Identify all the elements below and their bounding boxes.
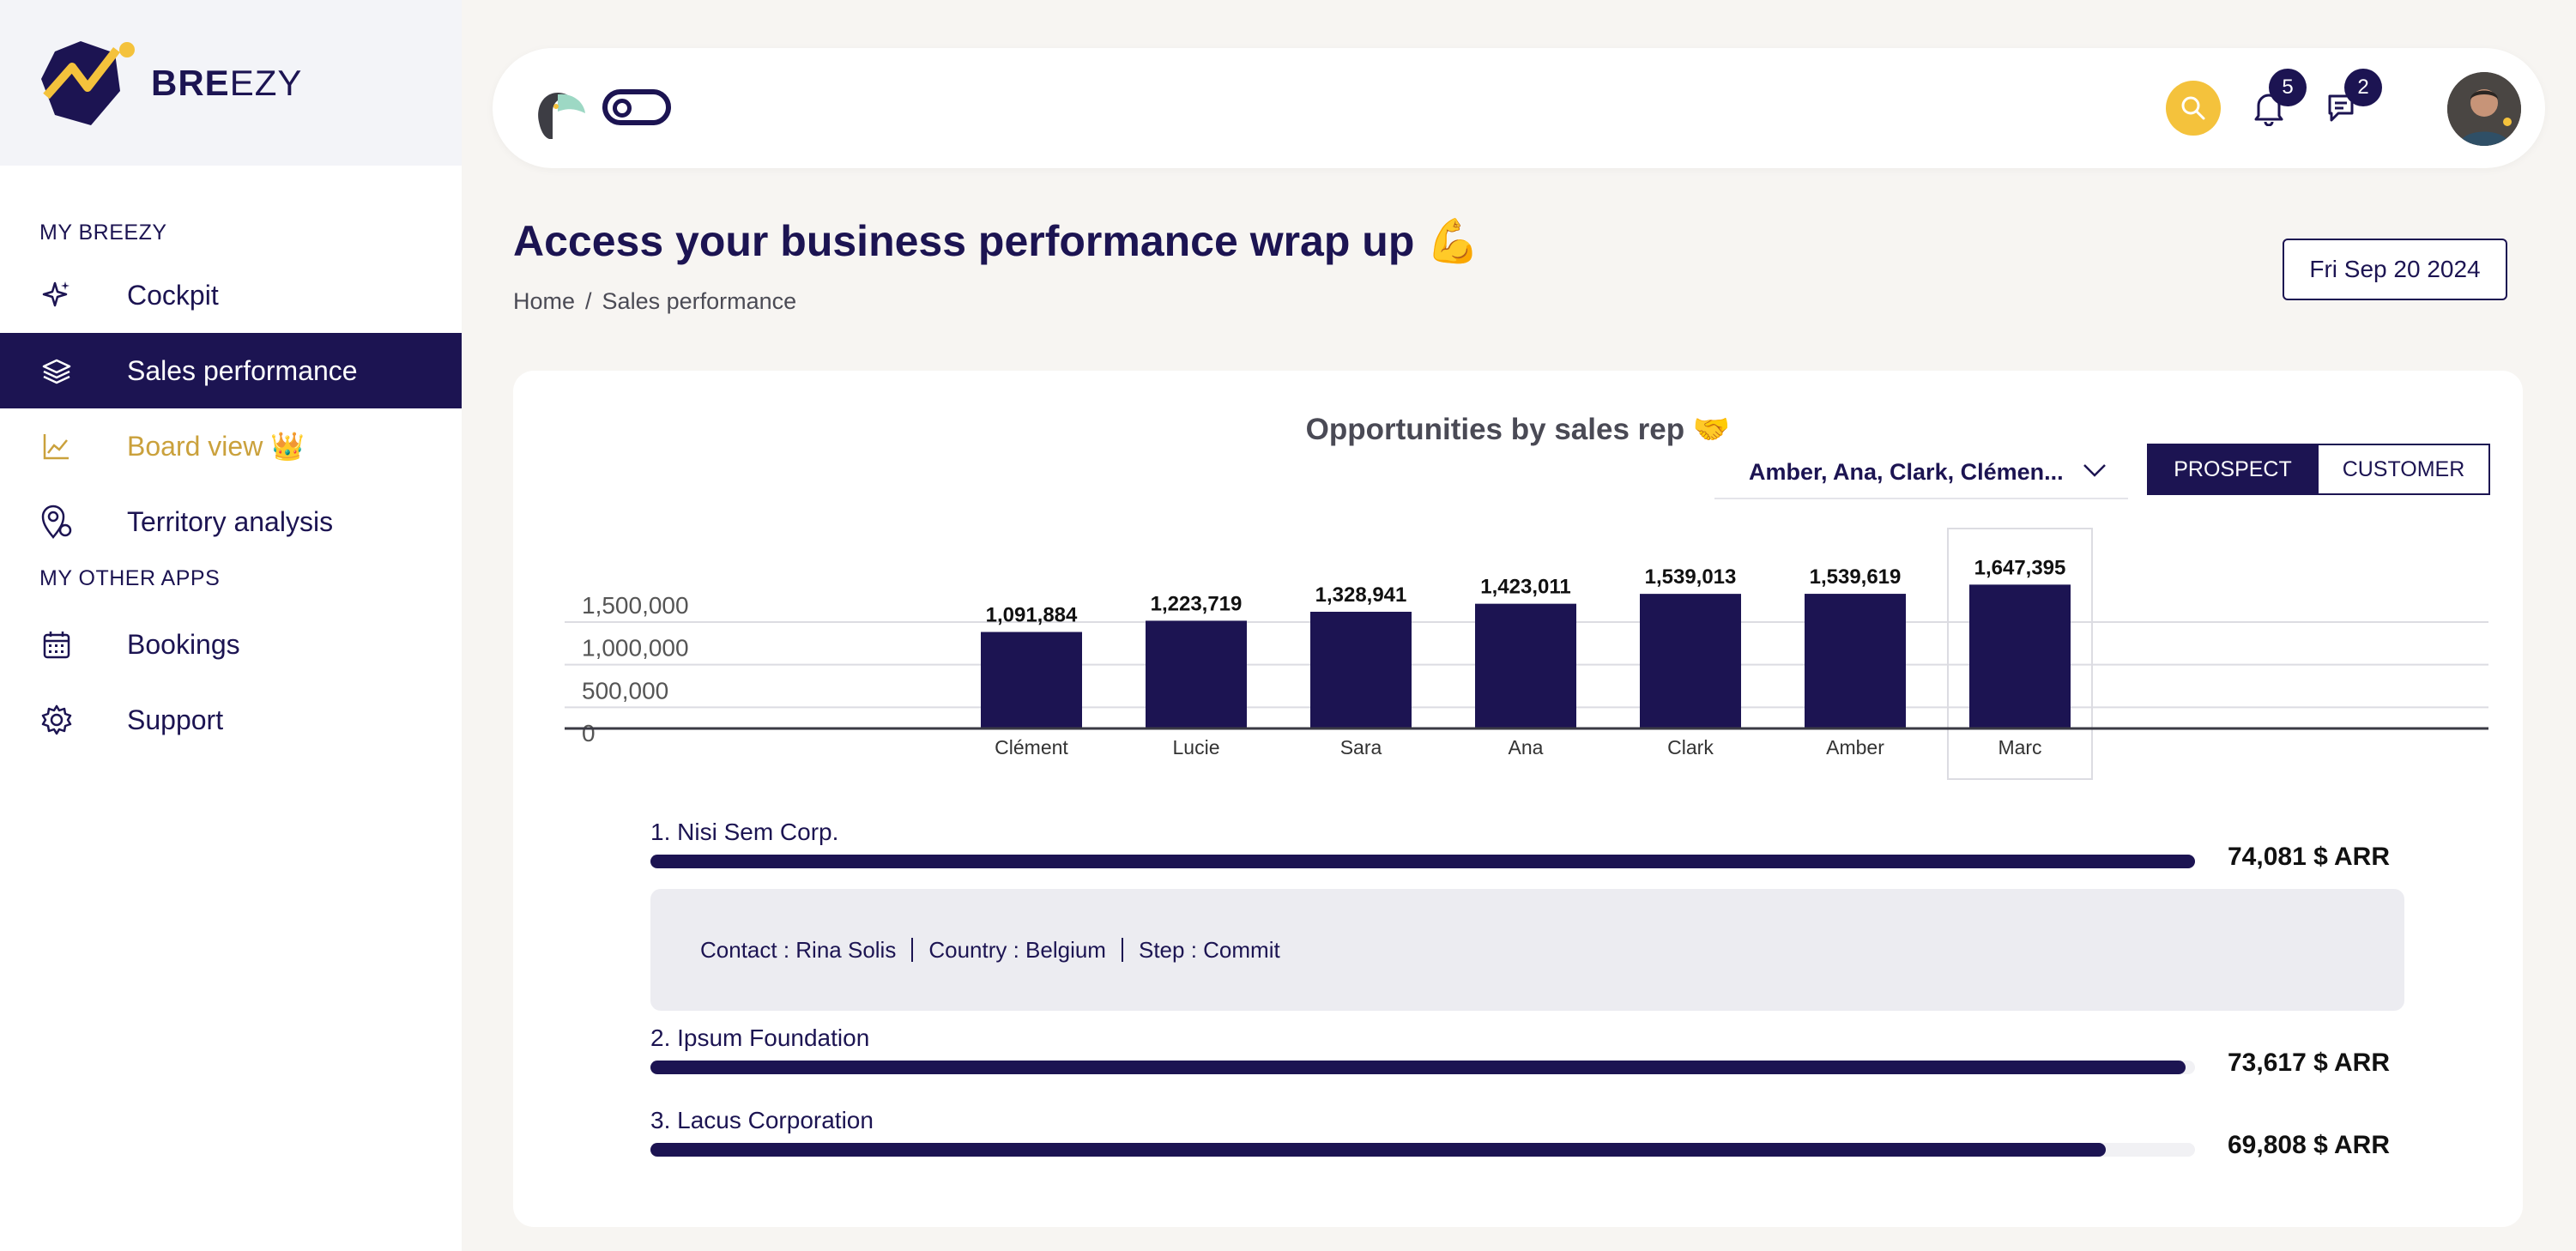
breezy-logo-icon	[41, 40, 135, 125]
x-tick-label: Lucie	[1173, 736, 1220, 758]
y-tick-label: 1,500,000	[582, 592, 689, 619]
page-title: Access your business performance wrap up…	[513, 217, 1480, 265]
opportunity-progress-fill	[650, 1143, 2107, 1157]
y-tick-label: 0	[582, 720, 596, 746]
bar[interactable]	[1805, 594, 1906, 728]
breadcrumb-home[interactable]: Home	[513, 288, 576, 314]
breadcrumb-separator: /	[585, 288, 592, 314]
calendar-icon	[39, 627, 74, 662]
opportunity-arr-value: 69,808 $ ARR	[2228, 1131, 2390, 1159]
sidebar-item-label: Bookings	[127, 628, 240, 660]
messages-badge: 2	[2344, 69, 2382, 106]
topbar: 5 2	[493, 48, 2545, 168]
opportunity-name[interactable]: 1. Nisi Sem Corp.	[650, 819, 839, 845]
opportunity-progress-fill	[650, 855, 2195, 868]
messages-button[interactable]: 2	[2319, 69, 2382, 134]
bar[interactable]	[1969, 584, 2071, 728]
sidebar: BREEZY MY BREEZY Cockpit Sales performan…	[0, 0, 462, 1251]
sidebar-item-cockpit[interactable]: Cockpit	[0, 257, 462, 333]
detail-step: Step : Commit	[1138, 936, 1280, 963]
chart-title: Opportunities by sales rep 🤝	[1305, 413, 1731, 446]
map-pin-icon	[39, 505, 74, 539]
sales-rep-select-value: Amber, Ana, Clark, Clémen...	[1749, 458, 2064, 485]
segment-customer-button[interactable]: CUSTOMER	[2317, 444, 2490, 495]
bar-highlight-box	[1947, 528, 2093, 780]
x-tick-label: Marc	[1998, 736, 2041, 758]
theme-toggle[interactable]	[602, 89, 671, 125]
y-tick-label: 500,000	[582, 677, 668, 704]
x-tick-label: Amber	[1826, 736, 1884, 758]
logo[interactable]: BREEZY	[0, 0, 462, 166]
segment-prospect-button[interactable]: PROSPECT	[2147, 444, 2319, 495]
bar[interactable]	[1475, 603, 1576, 728]
sidebar-item-board-view[interactable]: Board view 👑	[0, 408, 462, 484]
section-label-my-breezy: MY BREEZY	[39, 221, 167, 245]
notifications-button[interactable]: 5	[2243, 69, 2307, 134]
toggle-knob	[613, 99, 632, 118]
sidebar-item-label: Territory analysis	[127, 505, 334, 537]
opportunity-name[interactable]: 3. Lacus Corporation	[650, 1107, 874, 1133]
opportunity-name[interactable]: 2. Ipsum Foundation	[650, 1024, 870, 1051]
opportunity-progress-track	[650, 855, 2195, 868]
user-photo-icon	[2447, 72, 2521, 146]
sidebar-item-support[interactable]: Support	[0, 682, 462, 758]
sidebar-item-bookings[interactable]: Bookings	[0, 607, 462, 682]
detail-contact: Contact : Rina Solis	[700, 936, 897, 963]
sidebar-item-label: Sales performance	[127, 354, 358, 386]
bar-value-label: 1,091,884	[986, 604, 1078, 627]
detail-separator	[1121, 938, 1123, 962]
search-icon	[2181, 96, 2205, 120]
bar-value-label: 1,647,395	[1974, 556, 2066, 579]
bar-value-label: 1,423,011	[1480, 576, 1570, 599]
opportunity-arr-value: 73,617 $ ARR	[2228, 1049, 2390, 1077]
x-tick-label: Ana	[1509, 736, 1544, 758]
bar-chart: 0 500,000 1,000,000 1,500,000 1,091,884 Cléme…	[565, 528, 2488, 780]
x-tick-label: Clément	[995, 736, 1068, 758]
breadcrumb: Home / Sales performance	[513, 288, 796, 315]
avatar[interactable]	[2447, 72, 2521, 146]
bar[interactable]	[1146, 620, 1247, 728]
detail-separator	[911, 938, 914, 962]
x-tick-label: Sara	[1340, 736, 1382, 758]
sidebar-item-label: Support	[127, 704, 224, 735]
chevron-down-icon	[2083, 464, 2106, 477]
toucan-mascot-icon	[538, 93, 585, 139]
brand-name: BREEZY	[151, 62, 303, 103]
sparkles-icon	[39, 278, 74, 312]
opportunity-progress-track	[650, 1143, 2195, 1157]
sidebar-item-sales-performance[interactable]: Sales performance	[0, 333, 462, 408]
breadcrumb-current: Sales performance	[602, 288, 797, 314]
bar-value-label: 1,539,013	[1645, 565, 1737, 589]
y-tick-label: 1,000,000	[582, 635, 689, 662]
opportunity-arr-value: 74,081 $ ARR	[2228, 843, 2390, 871]
sidebar-item-label: Board view 👑	[127, 431, 305, 462]
line-chart-icon	[39, 429, 74, 463]
layers-icon	[39, 354, 74, 388]
search-button[interactable]	[2166, 81, 2221, 136]
bar-value-label: 1,539,619	[1810, 565, 1902, 589]
bar-value-label: 1,328,941	[1315, 583, 1407, 607]
gear-icon	[39, 703, 74, 737]
bar-value-label: 1,223,719	[1151, 592, 1243, 615]
x-tick-label: Clark	[1667, 736, 1714, 758]
bar[interactable]	[1640, 594, 1741, 728]
detail-country: Country : Belgium	[928, 936, 1106, 963]
sidebar-item-label: Cockpit	[127, 279, 219, 311]
opportunities-card: Opportunities by sales rep 🤝 Amber, Ana,…	[513, 371, 2523, 1227]
sales-rep-select[interactable]: Amber, Ana, Clark, Clémen...	[1714, 446, 2128, 499]
opportunity-detail-panel: Contact : Rina Solis Country : Belgium Ste…	[650, 889, 2404, 1011]
opportunity-progress-track	[650, 1061, 2195, 1074]
bar[interactable]	[981, 632, 1082, 728]
sidebar-item-territory-analysis[interactable]: Territory analysis	[0, 484, 462, 559]
date-badge[interactable]: Fri Sep 20 2024	[2283, 239, 2507, 300]
bar[interactable]	[1310, 611, 1412, 728]
opportunity-progress-fill	[650, 1061, 2186, 1074]
notifications-badge: 5	[2269, 69, 2307, 106]
section-label-other-apps: MY OTHER APPS	[39, 566, 221, 590]
